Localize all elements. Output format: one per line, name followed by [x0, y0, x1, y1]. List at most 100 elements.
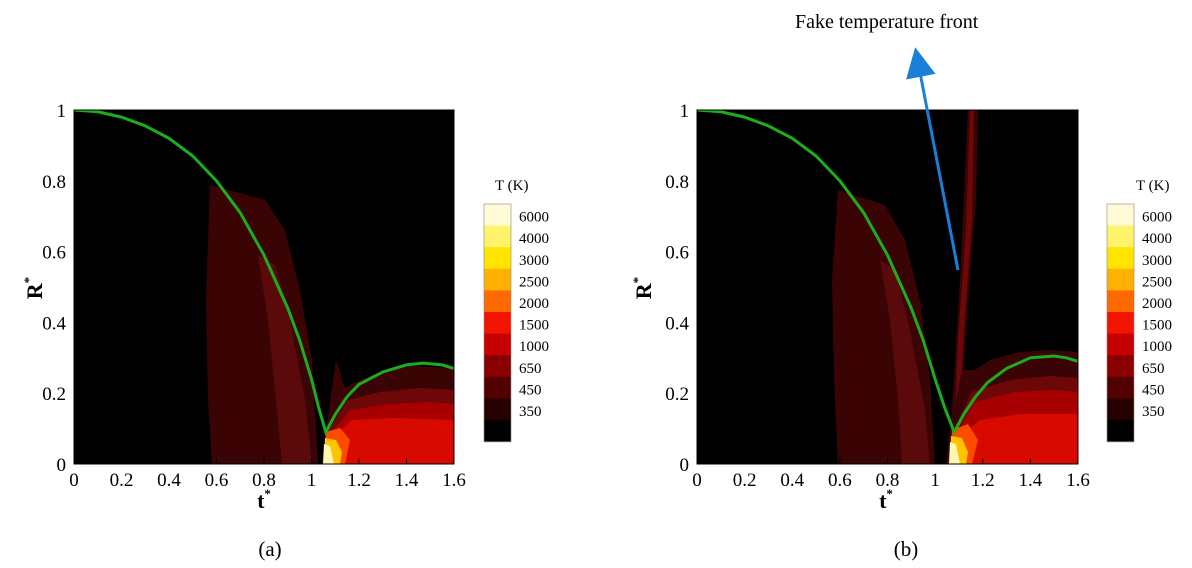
contour-field-b [697, 110, 1078, 464]
contour-band-1500r-a [328, 418, 454, 464]
x-tick-label-b-2: 0.4 [780, 470, 804, 491]
y-tick-label-a-2: 0.4 [42, 313, 66, 334]
colorbar-swatch-a-4 [484, 290, 511, 313]
x-tick-label-a-7: 1.4 [395, 470, 419, 491]
colorbar-level-a-7: 650 [519, 361, 542, 377]
bubble-radius-curve-b [697, 110, 1078, 436]
contour-band-6000r-a [323, 444, 334, 464]
x-tick-label-b-7: 1.4 [1019, 470, 1043, 491]
y-tick-label-b-1: 0.2 [665, 384, 689, 405]
contour-band-650-b [880, 260, 930, 464]
colorbar-level-a-6: 1000 [519, 339, 549, 355]
y-tick-label-a-3: 0.6 [42, 243, 66, 264]
colorbar-swatch-b-4 [1107, 290, 1134, 313]
colorbar-level-a-2: 3000 [519, 253, 549, 269]
colorbar-swatch-a-3 [484, 268, 511, 291]
x-tick-label-b-0: 0 [692, 470, 702, 491]
colorbar-swatch-b-2 [1107, 247, 1134, 270]
colorbar-swatch-b-3 [1107, 268, 1134, 291]
colorbar-swatch-a-10 [484, 420, 511, 443]
colorbar-swatch-a-0 [484, 204, 511, 227]
y-tick-label-a-4: 0.8 [42, 172, 66, 193]
colorbar-swatch-a-1 [484, 225, 511, 248]
x-tick-label-a-6: 1.2 [347, 470, 371, 491]
colorbar-b: 6000 4000 3000 2500 2000 1500 1000 650 450 350 [1106, 203, 1172, 443]
x-tick-label-a-8: 1.6 [442, 470, 466, 491]
contour-field-a [74, 110, 454, 464]
colorbar-swatch-b-8 [1107, 376, 1134, 399]
x-tick-label-b-3: 0.6 [828, 470, 852, 491]
x-tick-label-a-0: 0 [69, 470, 79, 491]
xlabel-a-text: t [257, 488, 265, 513]
y-tick-label-b-3: 0.6 [665, 243, 689, 264]
annotation-arrow [906, 47, 960, 271]
xlabel-a-sup: * [264, 486, 271, 501]
xlabel-b-sup: * [886, 486, 893, 501]
svg-text:R*: R* [21, 277, 47, 299]
colorbar-level-a-3: 2500 [519, 274, 549, 290]
y-tick-label-b-4: 0.8 [665, 172, 689, 193]
colorbar-level-a-4: 2000 [519, 296, 549, 312]
colorbar-a: 6000 4000 3000 2500 2000 1500 1000 650 450 350 [483, 203, 549, 443]
colorbar-level-b-8: 450 [1142, 382, 1165, 398]
y-tick-label-a-5: 1 [57, 101, 67, 122]
colorbar-level-a-9: 350 [519, 404, 542, 420]
x-tick-label-a-5: 1 [307, 470, 317, 491]
fake-front-inner-b [953, 110, 974, 464]
xlabel-b: t* [879, 486, 893, 513]
contour-band-6000r-b [949, 442, 960, 464]
colorbar-title-a: T (K) [495, 178, 528, 194]
x-tick-label-a-1: 0.2 [110, 470, 134, 491]
colorbar-level-a-5: 1500 [519, 318, 549, 334]
svg-text:t*: t* [257, 486, 271, 513]
contour-band-1500r-b [952, 414, 1078, 464]
colorbar-level-a-8: 450 [519, 382, 542, 398]
colorbar-swatch-a-5 [484, 312, 511, 335]
colorbar-swatch-a-8 [484, 376, 511, 399]
panel-b: 0 0.2 0.4 0.6 0.8 1 1.2 1.4 1.600.20.40.60.81 R*… [630, 11, 1172, 561]
colorbar-level-b-6: 1000 [1142, 339, 1172, 355]
contour-band-650-a [258, 255, 312, 464]
ylabel-b-text: R [631, 282, 656, 299]
x-tick-label-a-3: 0.6 [205, 470, 229, 491]
colorbar-title-b: T (K) [1136, 178, 1169, 194]
colorbar-level-b-7: 650 [1142, 361, 1165, 377]
axis-ticks-a: 0 0.2 0.4 0.6 0.8 1 1.2 1.4 1.6 0 0.2 0.4 0.6 0.8 1 [42, 101, 466, 491]
x-tick-label-b-6: 1.2 [971, 470, 995, 491]
y-tick-label-a-1: 0.2 [42, 384, 66, 405]
colorbar-level-a-0: 6000 [519, 210, 549, 226]
y-tick-label-a-0: 0 [57, 455, 67, 476]
colorbar-level-b-4: 2000 [1142, 296, 1172, 312]
panel-a: 0 0.2 0.4 0.6 0.8 1 1.2 1.4 1.600.20.40.60.81 R*… [21, 101, 549, 561]
colorbar-frame-b [1106, 203, 1135, 442]
y-tick-label-b-2: 0.4 [665, 313, 689, 334]
svg-text:R*: R* [630, 277, 656, 299]
svg-text:t*: t* [879, 486, 893, 513]
ylabel-a-sup: * [21, 277, 36, 284]
colorbar-swatch-b-0 [1107, 204, 1134, 227]
ylabel-b-sup: * [630, 277, 645, 284]
colorbar-level-b-3: 2500 [1142, 274, 1172, 290]
colorbar-swatch-b-9 [1107, 398, 1134, 421]
x-tick-label-b-1: 0.2 [733, 470, 757, 491]
xlabel-a: t* [257, 486, 271, 513]
ylabel-b: R* [630, 277, 656, 299]
xlabel-b-text: t [879, 488, 887, 513]
colorbar-frame-a [483, 203, 512, 442]
panel-label-b: (b) [894, 537, 919, 561]
colorbar-swatch-a-7 [484, 355, 511, 378]
colorbar-level-b-9: 350 [1142, 404, 1165, 420]
colorbar-level-b-5: 1500 [1142, 318, 1172, 334]
x-tick-label-a-4: 0.8 [252, 470, 276, 491]
ylabel-a-text: R [22, 282, 47, 299]
y-tick-label-b-0: 0 [680, 455, 690, 476]
panel-label-a: (a) [258, 537, 281, 561]
x-tick-label-b-4: 0.8 [876, 470, 900, 491]
colorbar-level-a-1: 4000 [519, 231, 549, 247]
x-tick-label-a-2: 0.4 [157, 470, 181, 491]
colorbar-swatch-a-2 [484, 247, 511, 270]
bubble-radius-curve-a [74, 110, 454, 437]
x-tick-label-b-8: 1.6 [1066, 470, 1090, 491]
axis-ticks-b: 0 0.2 0.4 0.6 0.8 1 1.2 1.4 1.6 0 0.2 0.4 0.6 0.8 1 [665, 101, 1090, 491]
colorbar-swatch-a-9 [484, 398, 511, 421]
